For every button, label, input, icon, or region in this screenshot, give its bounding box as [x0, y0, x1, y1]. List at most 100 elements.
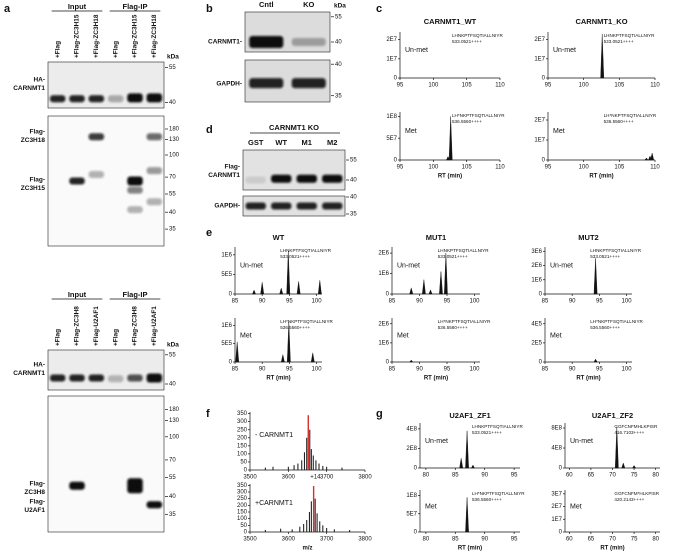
blot-label: CARNMT1-: [208, 39, 242, 46]
unit-label: kDa: [167, 54, 179, 61]
blot: [47, 61, 165, 109]
y-tick-label: 1E6: [378, 271, 389, 277]
panel-label: e: [206, 227, 212, 239]
y-tick-label: 0: [539, 360, 543, 366]
band: [88, 95, 105, 103]
peak: [409, 359, 414, 363]
lane-label: KO: [303, 0, 314, 9]
marker-label: 40: [169, 100, 176, 106]
x-axis-label: RT (min): [266, 376, 290, 382]
trace-tag: Un-met: [405, 47, 428, 54]
peak: [471, 464, 475, 469]
trace-tag: Met: [397, 332, 409, 339]
y-tick-label: 300: [237, 419, 248, 425]
y-tick-label: 5E5: [221, 272, 232, 278]
x-axis-label: RT (min): [576, 376, 600, 382]
band: [69, 95, 85, 103]
marker-label: 55: [169, 352, 176, 358]
peptide-label: LH*NKPTFSQTIALLNIYR: [472, 491, 525, 496]
peptide-label: LHNKPTFSQTIALLNIYR: [472, 424, 523, 429]
y-tick-label: 100: [237, 451, 248, 457]
peptide-label: 536.5560++++: [438, 325, 468, 330]
peak: [593, 358, 598, 363]
y-tick-label: 0: [542, 158, 546, 164]
blot-label: CARNMT1: [208, 172, 240, 179]
lane-label: +Flag-U2AF1: [151, 306, 158, 346]
lane-label: +Flag-ZC3H18: [93, 14, 100, 58]
band: [49, 374, 66, 382]
x-tick-label: 3700: [320, 537, 334, 543]
marker-label: 55: [350, 158, 357, 164]
blot-label: Flag-: [29, 177, 45, 184]
x-tick-label: 95: [397, 83, 404, 89]
x-tick-label: 80: [652, 473, 659, 479]
band: [127, 176, 143, 186]
x-tick-label: 100: [312, 367, 323, 373]
y-tick-label: 0: [539, 292, 543, 298]
marker-label: 35: [335, 93, 342, 99]
marker-label: 55: [169, 65, 176, 71]
x-tick-label: 100: [428, 83, 439, 89]
peak: [444, 253, 448, 295]
peptide-label: GGFCNFM*HLKPISR: [614, 491, 659, 496]
x-tick-label: 110: [650, 165, 660, 171]
peptide-label: LHNKPTFSQTIALLNIYR: [280, 248, 331, 253]
column-title: CARNMT1_WT: [424, 17, 477, 26]
peak: [615, 426, 619, 469]
x-tick-label: 90: [569, 299, 576, 305]
band: [249, 36, 284, 48]
band: [271, 174, 292, 183]
x-tick-label: 65: [588, 537, 595, 543]
band: [127, 93, 143, 103]
peak: [409, 287, 414, 295]
column-title: U2AF1_ZF1: [449, 411, 490, 420]
x-tick-label: 3500: [243, 537, 257, 543]
peak: [422, 279, 426, 295]
trace-tag: Un-met: [425, 438, 448, 445]
marker-label: 100: [169, 434, 180, 440]
band: [146, 167, 163, 175]
group-header: Input: [68, 2, 87, 11]
peak: [448, 116, 453, 161]
y-tick-label: 250: [237, 496, 248, 502]
y-tick-label: 0: [559, 530, 563, 536]
y-tick-label: 5E7: [386, 136, 397, 142]
panel-label: f: [206, 408, 210, 420]
blot-label: HA-: [33, 77, 45, 84]
x-tick-label: 95: [286, 367, 293, 373]
marker-label: 40: [169, 382, 176, 388]
peak: [287, 321, 291, 363]
y-tick-label: 1E6: [378, 340, 389, 346]
trace-tag: Un-met: [570, 438, 593, 445]
marker-label: 130: [169, 418, 180, 424]
y-tick-label: 1E6: [531, 277, 542, 283]
trace-tag: Met: [553, 128, 565, 135]
band: [49, 95, 66, 103]
y-tick-label: 2E7: [551, 504, 562, 510]
y-tick-label: 2E6: [378, 251, 389, 257]
x-tick-label: 85: [232, 299, 239, 305]
peak: [318, 280, 322, 295]
peak: [260, 282, 265, 295]
peak: [621, 462, 626, 469]
y-tick-label: 0: [386, 360, 390, 366]
marker-label: 180: [169, 407, 180, 413]
marker-label: 40: [169, 494, 176, 500]
y-tick-label: 5E5: [221, 341, 232, 347]
band: [146, 373, 163, 383]
y-tick-label: 250: [237, 427, 248, 433]
marker-label: 130: [169, 137, 180, 143]
y-tick-label: 150: [237, 443, 248, 449]
band: [69, 177, 85, 185]
peak: [650, 152, 654, 161]
x-tick-label: 80: [652, 537, 659, 543]
y-tick-label: 50: [240, 460, 247, 466]
band: [146, 93, 163, 103]
blot-label: HA-: [33, 362, 45, 369]
band: [127, 186, 143, 194]
band: [322, 174, 343, 183]
blot-label: GAPDH-: [214, 203, 240, 210]
y-tick-label: 5E7: [406, 511, 417, 517]
marker-label: 40: [350, 178, 357, 184]
